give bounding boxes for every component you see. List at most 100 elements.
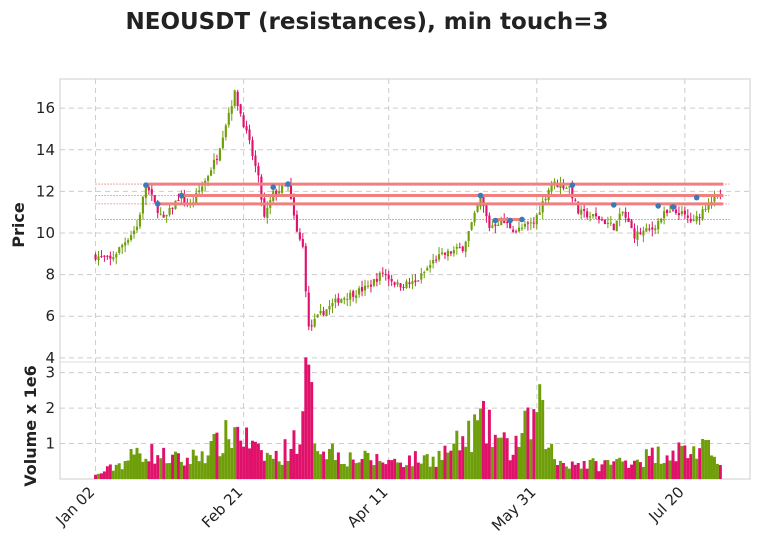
candle-body: [310, 325, 313, 327]
candle-body: [162, 214, 165, 218]
candle-body: [574, 199, 577, 201]
volume-bar: [656, 446, 660, 479]
volume-bar: [517, 446, 521, 479]
candle-body: [171, 207, 174, 209]
volume-bar: [609, 464, 613, 479]
candle-body: [680, 211, 683, 215]
volume-bar: [144, 458, 148, 479]
volume-bar: [647, 455, 651, 479]
volume-bar: [573, 464, 577, 479]
volume-bar: [422, 455, 426, 479]
volume-bar: [547, 447, 551, 479]
candle-body: [704, 208, 707, 210]
volume-bar: [123, 461, 127, 479]
candle-body: [159, 213, 162, 215]
candle-body: [390, 278, 393, 282]
candle-body: [295, 214, 298, 232]
candle-body: [399, 283, 402, 288]
volume-bar: [458, 450, 462, 479]
volume-bar: [473, 414, 477, 479]
volume-bar: [579, 468, 583, 479]
volume-bar: [105, 466, 109, 479]
candle-body: [352, 291, 355, 297]
candle-body: [298, 232, 301, 240]
volume-bar: [526, 407, 530, 479]
volume-bar: [618, 457, 622, 479]
volume-bar: [366, 452, 370, 479]
volume-bar: [550, 443, 554, 479]
volume-bar: [544, 449, 548, 479]
candle-body: [580, 209, 583, 215]
volume-bar: [171, 454, 175, 479]
touch-point: [154, 201, 161, 207]
volume-bar: [375, 454, 379, 479]
candle-body: [112, 257, 115, 260]
candle-body: [201, 186, 204, 192]
volume-bar: [360, 458, 364, 479]
volume-bar: [268, 454, 272, 479]
volume-bar: [393, 458, 397, 479]
candle-body: [674, 209, 678, 213]
volume-bar: [176, 453, 180, 479]
volume-bar: [680, 445, 684, 479]
candle-body: [440, 252, 444, 254]
volume-bar: [650, 447, 654, 479]
touch-point: [519, 216, 525, 223]
volume-bar: [230, 447, 234, 479]
candle-body: [461, 246, 464, 251]
volume-bar: [328, 448, 331, 479]
candle-body: [627, 218, 630, 222]
candle-body: [630, 220, 633, 229]
candle-body: [363, 285, 367, 291]
volume-bar: [147, 461, 151, 479]
volume-bar: [179, 461, 183, 479]
volume-bar: [434, 466, 438, 479]
candle-body: [420, 273, 423, 280]
candle-body: [233, 90, 236, 107]
candle-body: [636, 231, 639, 240]
candle-body: [396, 282, 399, 285]
candle-body: [355, 295, 358, 298]
candle-body: [482, 195, 485, 207]
touch-point: [477, 192, 484, 199]
volume-bar: [493, 434, 497, 479]
candle-body: [257, 166, 260, 176]
volume-bar: [274, 450, 278, 479]
candle-body: [266, 207, 269, 218]
candle-body: [523, 223, 527, 227]
volume-tick-label: 1: [45, 435, 55, 453]
volume-bar: [390, 460, 394, 479]
touch-point: [285, 181, 291, 187]
candle-body: [476, 205, 479, 212]
candle-body: [198, 190, 201, 193]
x-tick-label: May 31: [488, 483, 540, 535]
candle-body: [349, 292, 352, 300]
volume-bar: [292, 430, 296, 479]
candle-body: [666, 210, 669, 214]
volume-bar: [333, 460, 337, 479]
candle-body: [449, 251, 452, 254]
touch-point: [143, 182, 149, 188]
candle-body: [544, 198, 547, 201]
volume-bar: [630, 464, 634, 479]
volume-bar: [239, 440, 243, 479]
volume-bar: [479, 408, 482, 479]
resistance-lines: [145, 182, 724, 221]
volume-bar: [233, 427, 237, 479]
candle-body: [156, 201, 159, 214]
volume-bar: [271, 458, 275, 479]
volume-bar: [665, 455, 669, 479]
candle-body: [334, 298, 337, 303]
candle-body: [147, 186, 150, 191]
volume-bar: [129, 448, 133, 479]
candle-body: [260, 176, 263, 200]
candle-body: [663, 211, 666, 219]
candle-body: [645, 227, 648, 232]
volume-bar: [277, 461, 281, 479]
candle-body: [408, 282, 411, 285]
volume-bar: [431, 456, 435, 479]
candle-body: [106, 255, 109, 257]
volume-bar: [588, 459, 592, 479]
